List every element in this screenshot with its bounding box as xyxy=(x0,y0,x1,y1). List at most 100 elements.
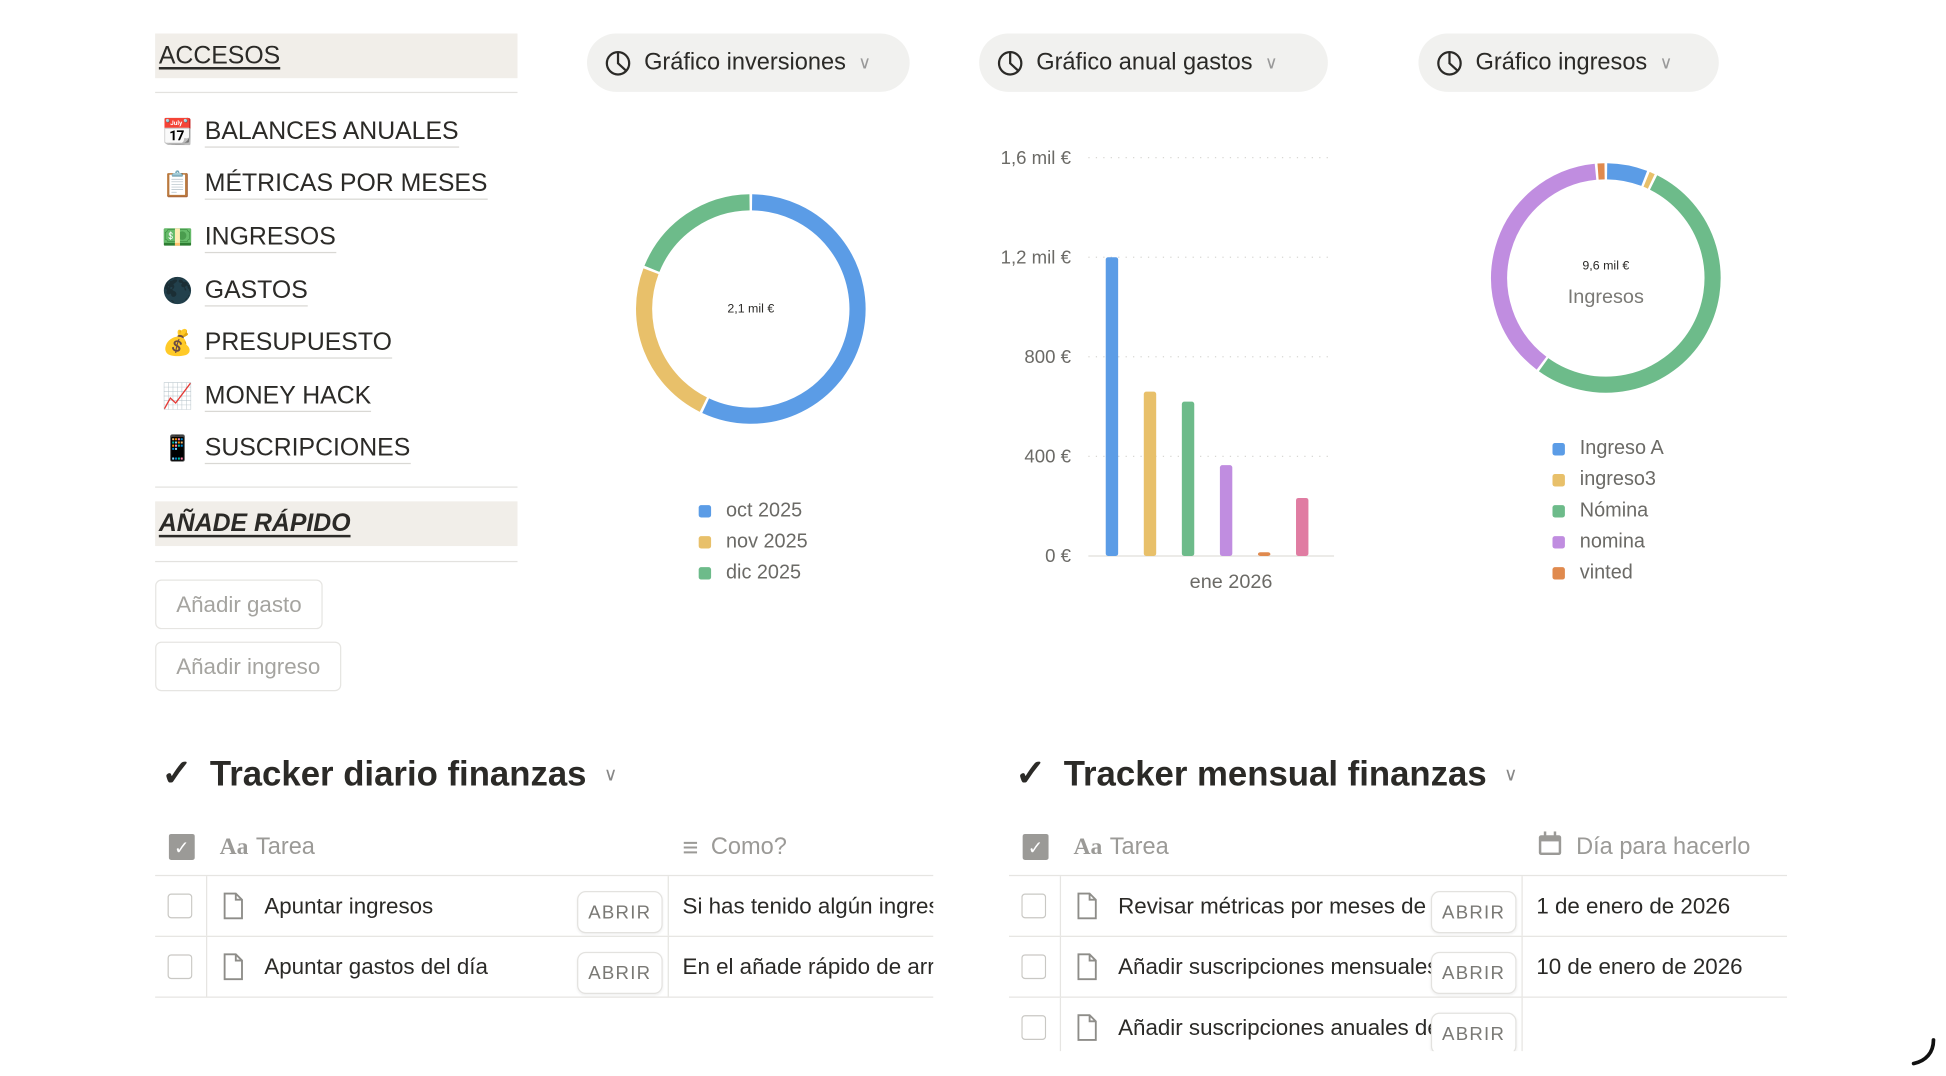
column-header-tarea[interactable]: Aa Tarea xyxy=(219,833,315,860)
donut-slice-n-mina[interactable] xyxy=(1538,175,1721,393)
row-checkbox[interactable] xyxy=(1021,954,1047,980)
quick-add-header: AÑADE RÁPIDO xyxy=(155,501,518,547)
chart-increasing-icon: 📈 xyxy=(162,382,193,411)
row-checkbox[interactable] xyxy=(1021,1015,1047,1040)
donut-slice-ingreso-a[interactable] xyxy=(1606,163,1648,187)
task-cell[interactable]: Revisar métricas por meses de la xyxy=(1073,876,1433,936)
legend-item[interactable]: ingreso3 xyxy=(1552,464,1663,495)
y-tick-label: 400 € xyxy=(1024,446,1071,467)
table-row[interactable]: Apuntar ingresos ABRIR Si has tenido alg… xyxy=(155,876,934,937)
date-cell[interactable]: 1 de enero de 2026 xyxy=(1536,892,1731,918)
table-header: ✓ Aa Tarea ≡ Como? xyxy=(155,819,934,877)
donut-slice-nov-2025[interactable] xyxy=(636,268,708,412)
task-cell[interactable]: Añadir suscripciones anuales de xyxy=(1073,998,1433,1051)
sidebar-item-gastos[interactable]: 🌑 GASTOS xyxy=(161,272,308,309)
y-tick-label: 1,2 mil € xyxy=(1001,246,1072,267)
bar-2[interactable] xyxy=(1181,401,1195,556)
legend-item[interactable]: nomina xyxy=(1552,526,1663,557)
pie-chart-icon xyxy=(605,50,631,75)
table-row[interactable]: Añadir suscripciones mensuales a ABRIR 1… xyxy=(1008,936,1788,998)
divider xyxy=(1059,936,1062,997)
open-button[interactable]: ABRIR xyxy=(577,891,663,934)
clipboard-icon: 📋 xyxy=(162,170,193,198)
chart-selector-inversiones[interactable]: Gráfico inversiones ∨ xyxy=(586,33,910,92)
chart-selector-gastos[interactable]: Gráfico anual gastos ∨ xyxy=(979,33,1328,92)
text-lines-icon: ≡ xyxy=(682,830,699,862)
description-cell[interactable]: En el añade rápido de arriba xyxy=(682,953,934,979)
accesos-title[interactable]: ACCESOS xyxy=(158,42,281,70)
open-button[interactable]: ABRIR xyxy=(577,951,663,995)
chevron-down-icon[interactable]: ∨ xyxy=(1504,763,1518,785)
task-cell[interactable]: Añadir suscripciones mensuales a xyxy=(1073,937,1433,997)
table-row[interactable]: Revisar métricas por meses de la ABRIR 1… xyxy=(1008,876,1788,937)
table-row[interactable]: Añadir suscripciones anuales de ABRIR xyxy=(1009,997,1787,1052)
tracker-title-text: Tracker diario finanzas xyxy=(209,753,587,793)
legend-swatch xyxy=(698,504,712,517)
pie-chart-icon xyxy=(997,50,1023,75)
divider xyxy=(1059,876,1062,936)
chart-selector-label: Gráfico ingresos xyxy=(1475,49,1648,76)
chevron-down-icon[interactable]: ∨ xyxy=(603,763,618,785)
bar-4[interactable] xyxy=(1257,552,1271,556)
donut-slice-nomina[interactable] xyxy=(1491,163,1597,370)
legend-item[interactable]: Ingreso A xyxy=(1552,433,1664,464)
page-icon xyxy=(223,892,243,920)
chart-selector-ingresos[interactable]: Gráfico ingresos ∨ xyxy=(1418,33,1719,92)
column-header-como[interactable]: ≡ Como? xyxy=(682,830,787,862)
divider xyxy=(1521,876,1523,936)
sidebar-item-balances-anuales[interactable]: 📆 BALANCES ANUALES xyxy=(161,113,459,150)
column-header-tarea[interactable]: Aa Tarea xyxy=(1073,833,1169,860)
row-checkbox[interactable] xyxy=(167,893,193,919)
table-row[interactable]: Apuntar gastos del día ABRIR En el añade… xyxy=(155,936,934,998)
sidebar-item-money-hack[interactable]: 📈 MONEY HACK xyxy=(161,377,372,414)
add-expense-button[interactable]: Añadir gasto xyxy=(155,579,323,630)
task-cell[interactable]: Apuntar ingresos xyxy=(220,876,567,936)
date-cell[interactable]: 10 de enero de 2026 xyxy=(1536,953,1743,979)
resize-handle-icon[interactable] xyxy=(1909,1037,1939,1067)
table-header: ✓ Aa Tarea Día para hacerlo xyxy=(1008,819,1788,877)
description-cell[interactable]: Si has tenido algún ingreso xyxy=(682,892,934,918)
legend-item[interactable]: oct 2025 xyxy=(698,495,808,526)
legend-item[interactable]: vinted xyxy=(1552,557,1663,588)
tracker-mensual-title[interactable]: ✓ Tracker mensual finanzas ∨ xyxy=(1015,752,1518,795)
donut-slice-oct-2025[interactable] xyxy=(702,194,866,424)
sidebar-item-m-tricas-por-meses[interactable]: 📋 MÉTRICAS POR MESES xyxy=(161,165,488,202)
sidebar-item-label: SUSCRIPCIONES xyxy=(204,432,411,464)
bar-3[interactable] xyxy=(1219,465,1233,556)
tracker-diario-title[interactable]: ✓ Tracker diario finanzas ∨ xyxy=(161,752,617,795)
legend-item[interactable]: nov 2025 xyxy=(698,526,808,557)
column-header-dia[interactable]: Día para hacerlo xyxy=(1536,819,1750,875)
legend-item[interactable]: dic 2025 xyxy=(698,557,808,588)
row-checkbox[interactable] xyxy=(167,954,193,980)
legend-swatch xyxy=(698,566,712,579)
sidebar-item-ingresos[interactable]: 💵 INGRESOS xyxy=(161,218,336,255)
page-icon xyxy=(1077,1014,1097,1041)
money-bag-icon: 💰 xyxy=(162,329,193,357)
checkmark-icon: ✓ xyxy=(161,753,193,795)
date-cell[interactable] xyxy=(1536,998,1787,1051)
legend-item[interactable]: Nómina xyxy=(1552,495,1663,526)
calendar-icon xyxy=(1536,830,1563,865)
open-button[interactable]: ABRIR xyxy=(1430,891,1517,934)
open-button[interactable]: ABRIR xyxy=(1430,951,1517,995)
legend-swatch xyxy=(1552,473,1565,486)
moon-icon: 🌑 xyxy=(162,277,193,305)
divider xyxy=(155,486,518,488)
quick-add-title[interactable]: AÑADE RÁPIDO xyxy=(158,510,351,538)
sidebar-item-presupuesto[interactable]: 💰 PRESUPUESTO xyxy=(161,324,392,361)
bar-5[interactable] xyxy=(1296,497,1309,556)
task-cell[interactable]: Apuntar gastos del día xyxy=(220,937,567,997)
tracker-title-text: Tracker mensual finanzas xyxy=(1063,753,1487,793)
donut-slice-ingreso3[interactable] xyxy=(1643,171,1655,189)
y-tick-label: 800 € xyxy=(1024,346,1071,367)
sidebar-item-label: GASTOS xyxy=(204,275,308,306)
donut-slice-dic-2025[interactable] xyxy=(644,194,750,273)
add-income-button[interactable]: Añadir ingreso xyxy=(155,641,342,692)
bar-0[interactable] xyxy=(1105,257,1119,556)
legend-swatch xyxy=(1552,566,1565,579)
row-checkbox[interactable] xyxy=(1021,893,1047,919)
bar-1[interactable] xyxy=(1143,391,1157,556)
sidebar-item-suscripciones[interactable]: 📱 SUSCRIPCIONES xyxy=(161,429,411,466)
open-button[interactable]: ABRIR xyxy=(1430,1012,1517,1052)
mobile-phone-icon: 📱 xyxy=(162,434,193,463)
